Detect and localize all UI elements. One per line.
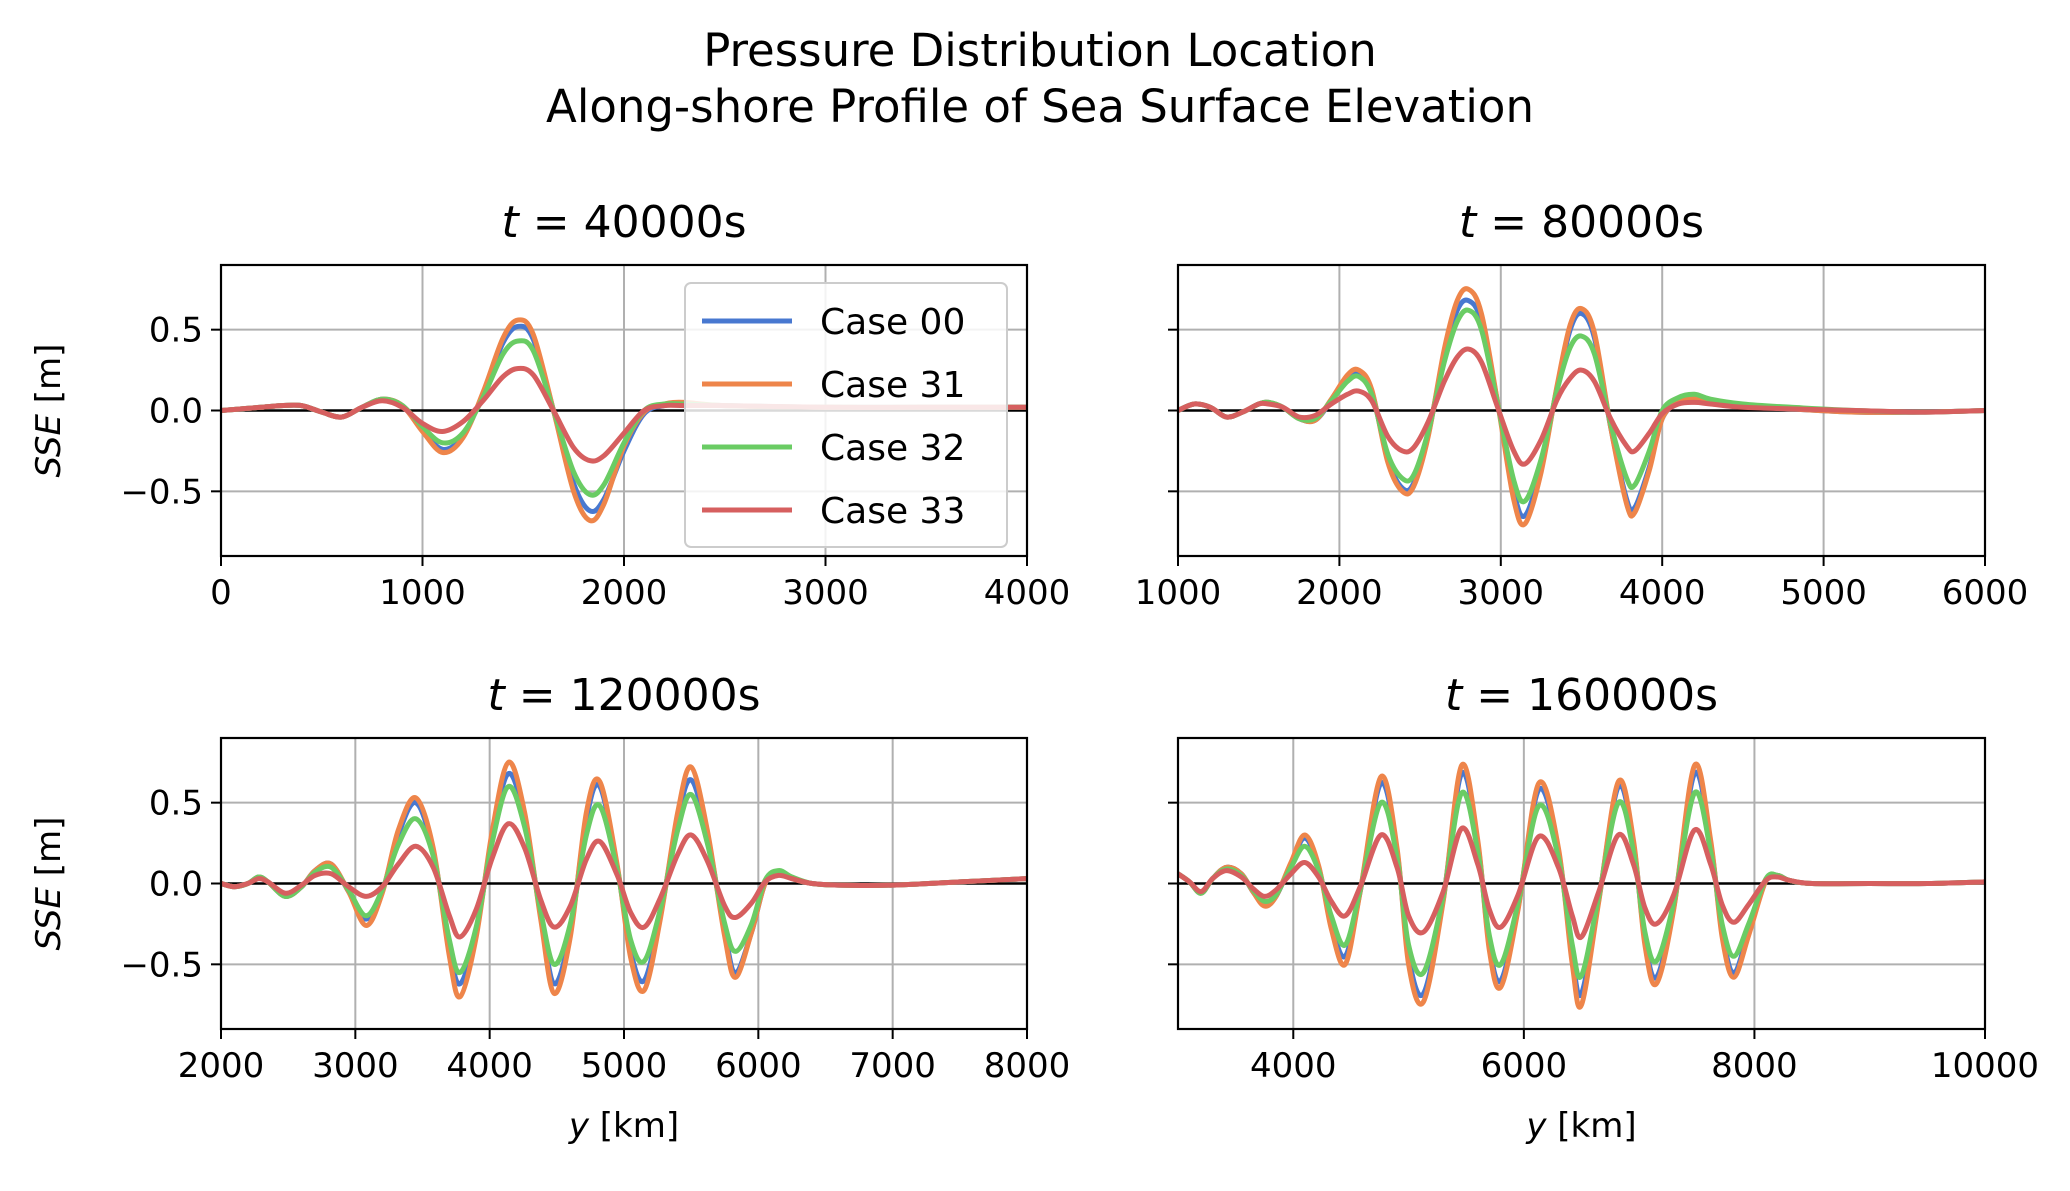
panel-3: 2000 3000 4000 5000 6000 7000 8000 0.5 0.0 −0.5 t … (29, 670, 1070, 1146)
panel-title: t = 40000s (501, 197, 746, 248)
panels: 0 1000 2000 3000 4000 0.5 0.0 −0.5 t = 40000s SSE… (29, 197, 2039, 1146)
legend-item: Case 31 (702, 365, 965, 406)
figure-title-line2: Along-shore Profile of Sea Surface Eleva… (546, 80, 1534, 133)
x-axis-label: y [km] (1525, 1106, 1636, 1146)
x-tick-label: 4000 (446, 1046, 533, 1086)
x-axis-label: y [km] (568, 1106, 679, 1146)
series-line-case-31 (1178, 286, 1985, 528)
series-line-case-32 (1178, 307, 1985, 505)
x-tick-label: 7000 (849, 1046, 936, 1086)
y-tick-label: −0.5 (120, 472, 203, 512)
panel-1: 0 1000 2000 3000 4000 0.5 0.0 −0.5 t = 40000s SSE… (29, 197, 1070, 613)
legend-item: Case 33 (702, 491, 965, 532)
panel-2: 1000 2000 3000 4000 5000 6000 t = 80000s (1135, 197, 2029, 613)
panel-4: 4000 6000 8000 10000 t = 160000s y [km] (1168, 670, 2039, 1146)
series-line-case-33 (1178, 346, 1985, 467)
legend-box (684, 282, 1008, 548)
y-tick-label: 0.0 (149, 392, 203, 432)
legend-item: Case 00 (702, 302, 965, 343)
x-tick-label: 3000 (312, 1046, 399, 1086)
series-group (1178, 761, 1985, 1010)
y-tick-label: −0.5 (120, 945, 203, 985)
x-tick-label: 1000 (379, 573, 466, 613)
x-tick-label: 4000 (1250, 1046, 1337, 1086)
x-tick-label: 3000 (1458, 573, 1545, 613)
x-tick-label: 2000 (1296, 573, 1383, 613)
series-line-case-32 (1178, 789, 1985, 980)
legend-label: Case 00 (820, 302, 965, 343)
series-group (221, 759, 1027, 1000)
legend-label: Case 32 (820, 428, 965, 469)
legend-label: Case 33 (820, 491, 965, 532)
x-tick-label: 8000 (1711, 1046, 1798, 1086)
figure-title-line1: Pressure Distribution Location (703, 24, 1377, 77)
legend-label: Case 31 (820, 365, 965, 406)
series-group (1178, 286, 1985, 528)
x-tick-label: 5000 (1780, 573, 1867, 613)
legend-item: Case 32 (702, 428, 965, 469)
x-tick-label: 2000 (178, 1046, 265, 1086)
x-tick-label: 5000 (581, 1046, 668, 1086)
y-tick-label: 0.5 (149, 311, 203, 351)
x-tick-label: 1000 (1135, 573, 1222, 613)
series-line-case-33 (1178, 825, 1985, 941)
x-tick-label: 6000 (715, 1046, 802, 1086)
panel-title: t = 160000s (1445, 670, 1718, 721)
x-tick-label: 3000 (782, 573, 869, 613)
y-axis-label: SSE [m] (29, 817, 69, 951)
x-tick-label: 10000 (1931, 1046, 2039, 1086)
panel-title: t = 120000s (488, 670, 761, 721)
x-tick-label: 0 (210, 573, 232, 613)
y-tick-label: 0.0 (149, 865, 203, 905)
legend: Case 00 Case 31 Case 32 Case 33 (684, 282, 1008, 548)
x-tick-label: 6000 (1481, 1046, 1568, 1086)
y-axis-label: SSE [m] (29, 344, 69, 478)
x-tick-label: 4000 (984, 573, 1071, 613)
panel-title: t = 80000s (1459, 197, 1704, 248)
series-line-case-33 (221, 821, 1027, 940)
x-tick-label: 4000 (1619, 573, 1706, 613)
y-tick-label: 0.5 (149, 784, 203, 824)
x-tick-label: 2000 (581, 573, 668, 613)
x-tick-label: 8000 (984, 1046, 1071, 1086)
x-tick-label: 6000 (1942, 573, 2029, 613)
